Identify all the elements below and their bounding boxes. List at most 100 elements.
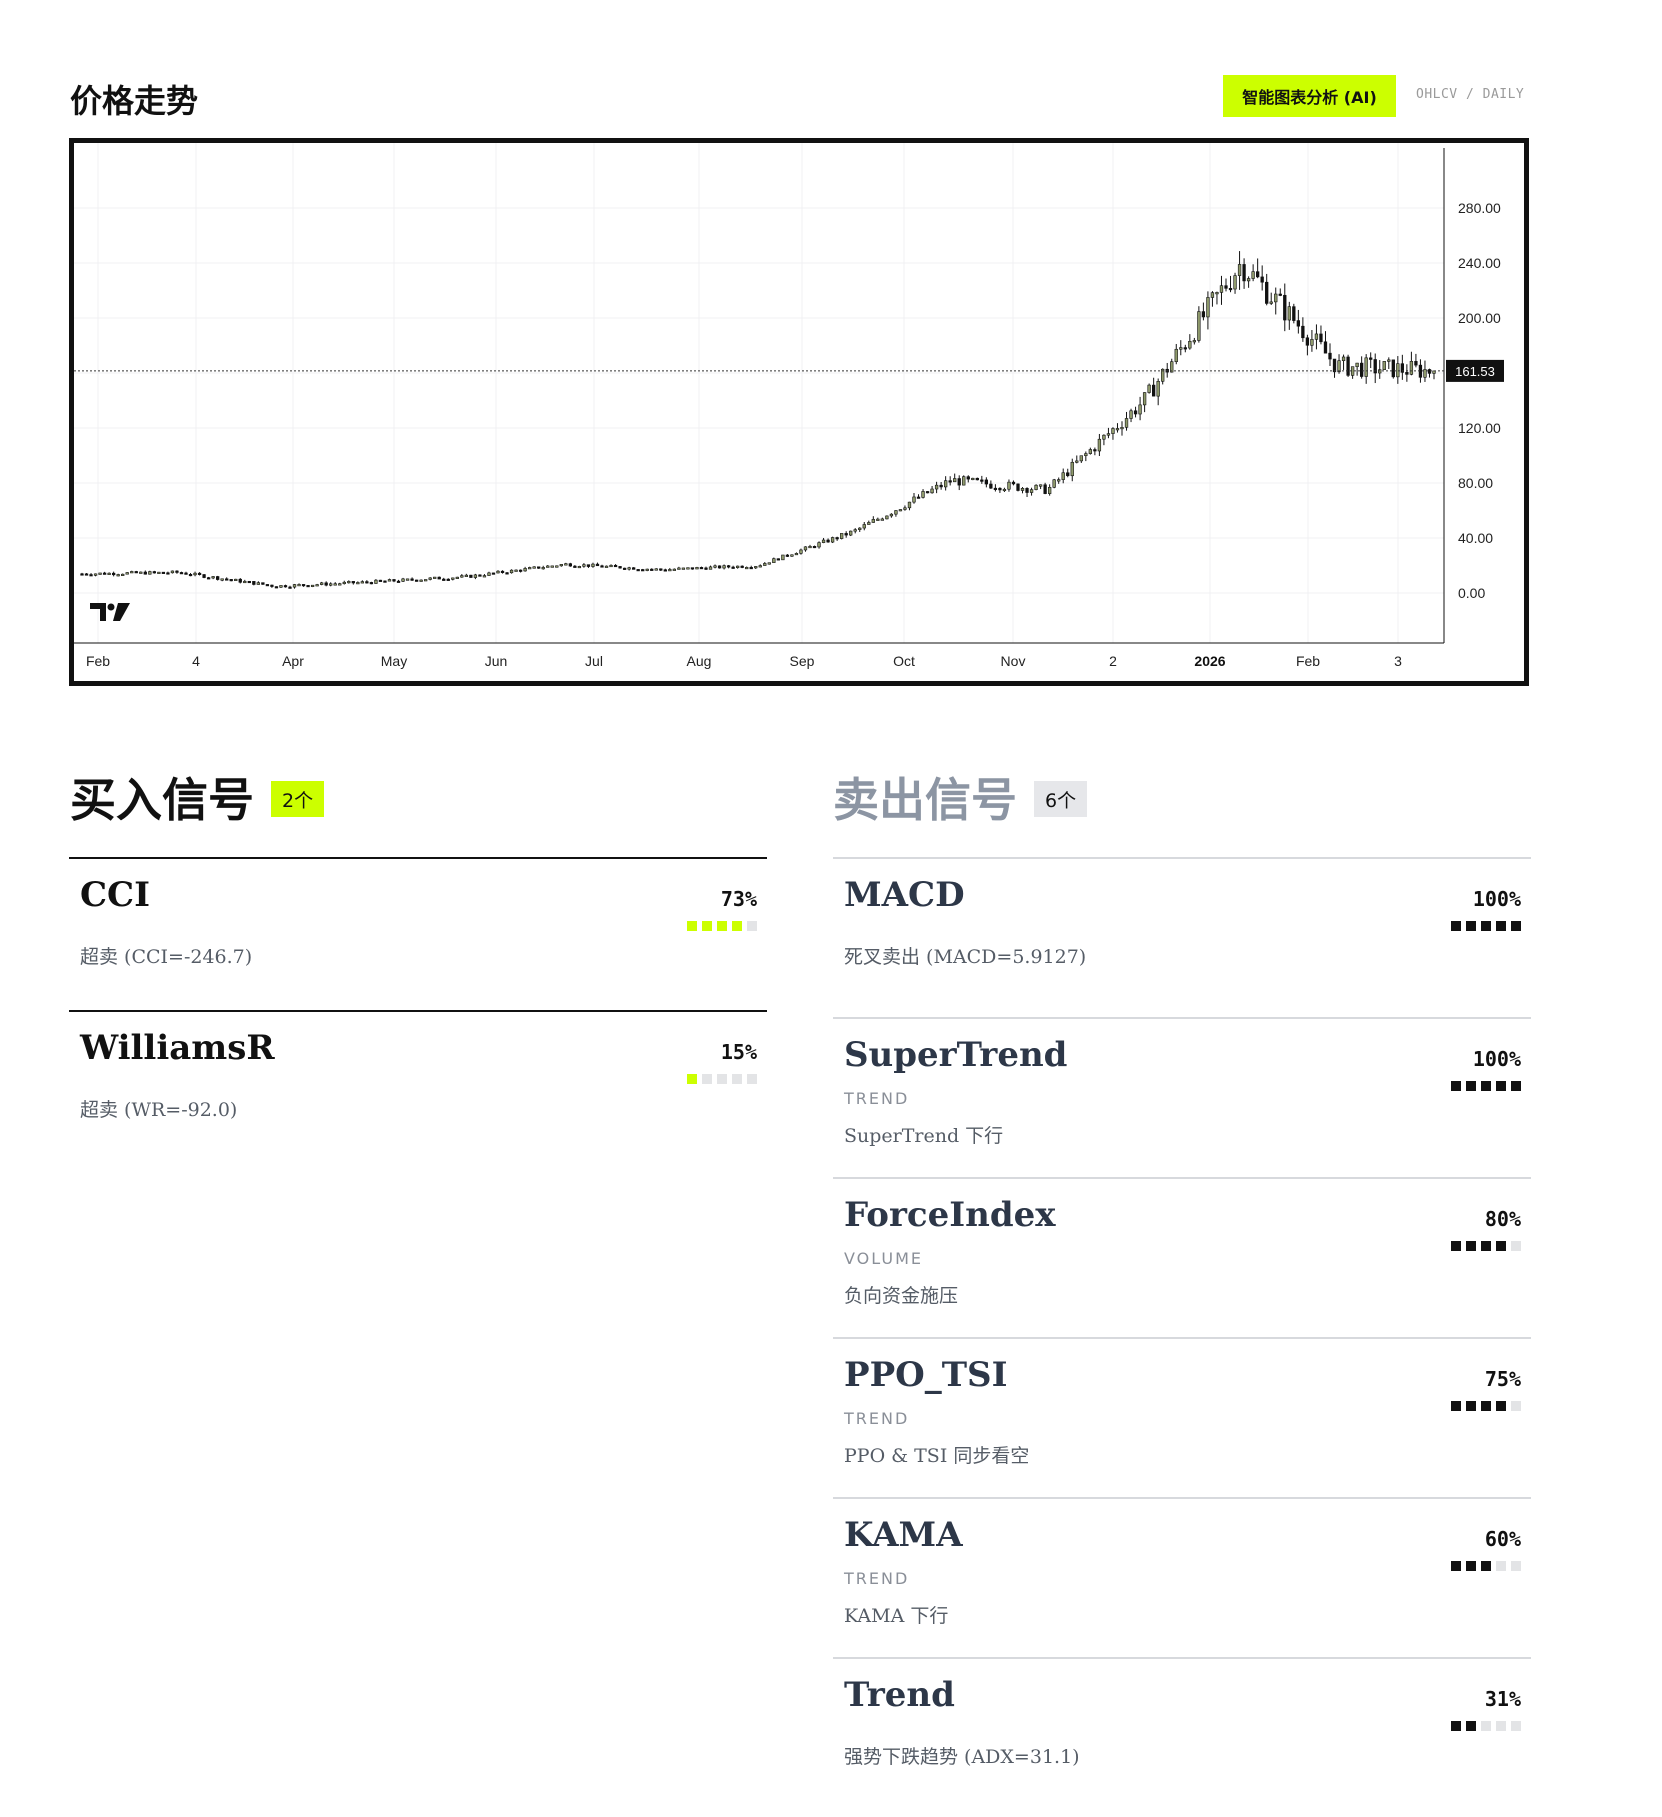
- candle-body: [821, 539, 826, 543]
- candle-body: [369, 582, 374, 585]
- candle-body: [835, 537, 839, 540]
- candle-body: [1341, 356, 1346, 361]
- candle-body: [152, 571, 157, 574]
- candle-body: [537, 566, 541, 569]
- signal-category: TREND: [844, 1569, 910, 1588]
- candle-body: [966, 476, 970, 480]
- signal-strength-percent: 75%: [1484, 1367, 1521, 1391]
- candle-body: [708, 566, 713, 570]
- candle-body: [410, 578, 414, 581]
- buy-signal-card-williamsr[interactable]: WilliamsR 超卖 (WR=-92.0) 15%: [69, 1010, 767, 1163]
- candle-body: [1142, 392, 1147, 406]
- time-axis-tick-label: Feb: [86, 653, 110, 669]
- candle-body: [803, 546, 808, 551]
- time-axis-tick-label: 3: [1394, 653, 1402, 669]
- sell-signal-card-supertrend[interactable]: SuperTrend TREND SuperTrend 下行 100%: [833, 1017, 1531, 1177]
- candle-body: [636, 569, 640, 572]
- candlestick-chart-svg[interactable]: 280.00 240.00 200.00 120.00 80.00 40.00 0.00 Fe…: [74, 143, 1524, 681]
- candle-body: [469, 574, 473, 578]
- candle-body: [446, 578, 450, 581]
- candle-body: [1011, 481, 1016, 485]
- candle-body: [279, 585, 283, 588]
- candle-body: [1093, 449, 1097, 452]
- candle-body: [1084, 453, 1088, 457]
- candle-body: [604, 565, 609, 568]
- candle-body: [1029, 489, 1034, 493]
- price-chart[interactable]: 280.00 240.00 200.00 120.00 80.00 40.00 0.00 Fe…: [69, 138, 1529, 686]
- candle-body: [170, 570, 175, 574]
- candle-body: [238, 578, 242, 583]
- candle-body: [401, 578, 405, 582]
- strength-block: [1466, 921, 1476, 931]
- candle-body: [812, 546, 817, 549]
- tradingview-logo[interactable]: [90, 603, 130, 621]
- signal-description: 超卖 (WR=-92.0): [80, 1099, 238, 1121]
- candle-body: [722, 565, 726, 569]
- candle-body: [609, 564, 613, 568]
- candle-body: [1332, 358, 1337, 373]
- candle-body: [1219, 285, 1224, 293]
- candle-body: [342, 581, 346, 585]
- candle-body: [641, 569, 645, 572]
- candle-body: [645, 568, 649, 571]
- candle-body: [1269, 301, 1273, 304]
- candle-body: [826, 539, 830, 543]
- price-axis-tick-label: 240.00: [1458, 255, 1501, 271]
- price-axis-tick-label: 0.00: [1458, 585, 1485, 601]
- candle-body: [148, 571, 152, 575]
- candle-body: [1197, 311, 1201, 341]
- candle-body: [889, 513, 894, 517]
- candle-body: [1070, 461, 1074, 477]
- candle-body: [505, 572, 509, 575]
- candle-body: [1002, 488, 1007, 492]
- candle-body: [121, 573, 125, 576]
- candle-body: [785, 554, 790, 557]
- candle-body: [478, 574, 482, 577]
- strength-block: [1496, 1241, 1506, 1251]
- candle-body: [283, 585, 288, 588]
- candle-body: [464, 574, 469, 577]
- ai-chart-analysis-button[interactable]: 智能图表分析 (AI): [1223, 75, 1396, 117]
- strength-block: [1496, 1561, 1506, 1571]
- candle-body: [184, 572, 188, 575]
- candle-body: [496, 570, 500, 574]
- candle-body: [627, 567, 631, 570]
- sell-signal-card-kama[interactable]: KAMA TREND KAMA 下行 60%: [833, 1497, 1531, 1657]
- buy-signal-card-cci[interactable]: CCI 超卖 (CCI=-246.7) 73%: [69, 857, 767, 1010]
- candle-body: [1129, 410, 1133, 419]
- sell-signal-card-ppo-tsi[interactable]: PPO_TSI TREND PPO & TSI 同步看空 75%: [833, 1337, 1531, 1497]
- candle-body: [962, 476, 966, 486]
- candle-body: [1337, 360, 1341, 373]
- sell-signal-card-forceindex[interactable]: ForceIndex VOLUME 负向资金施压 80%: [833, 1177, 1531, 1337]
- candle-body: [1292, 306, 1296, 321]
- candle-body: [989, 483, 993, 489]
- signal-description: 负向资金施压: [844, 1285, 959, 1307]
- candle-body: [984, 479, 989, 485]
- time-axis-tick-label: Feb: [1296, 653, 1320, 669]
- candle-body: [1179, 347, 1183, 350]
- strength-block: [1481, 1721, 1491, 1731]
- signal-strength-percent: 80%: [1484, 1207, 1521, 1231]
- sell-signal-list: MACD 死叉卖出 (MACD=5.9127) 100% SuperTrend TREN…: [833, 857, 1531, 1817]
- candle-body: [202, 574, 206, 578]
- candle-body: [1237, 264, 1242, 276]
- candle-body: [1310, 339, 1314, 346]
- candle-body: [1047, 487, 1052, 494]
- candle-body: [971, 477, 975, 481]
- candle-body: [600, 565, 604, 568]
- sell-signal-card-macd[interactable]: MACD 死叉卖出 (MACD=5.9127) 100%: [833, 857, 1531, 1017]
- candle-body: [333, 583, 337, 586]
- sell-signal-card-trend[interactable]: Trend 强势下跌趋势 (ADX=31.1) 31%: [833, 1657, 1531, 1817]
- candle-body: [134, 571, 138, 574]
- strength-block: [732, 1074, 742, 1084]
- signal-strength-meter: [1451, 921, 1521, 931]
- signal-description: KAMA 下行: [844, 1605, 949, 1627]
- candle-body: [338, 583, 342, 586]
- candle-body: [1405, 372, 1409, 375]
- strength-block: [1481, 1561, 1491, 1571]
- candle-body: [975, 477, 979, 481]
- candle-body: [781, 554, 785, 561]
- candle-body: [713, 565, 717, 568]
- signal-description: 死叉卖出 (MACD=5.9127): [844, 946, 1087, 968]
- candle-body: [1151, 384, 1156, 397]
